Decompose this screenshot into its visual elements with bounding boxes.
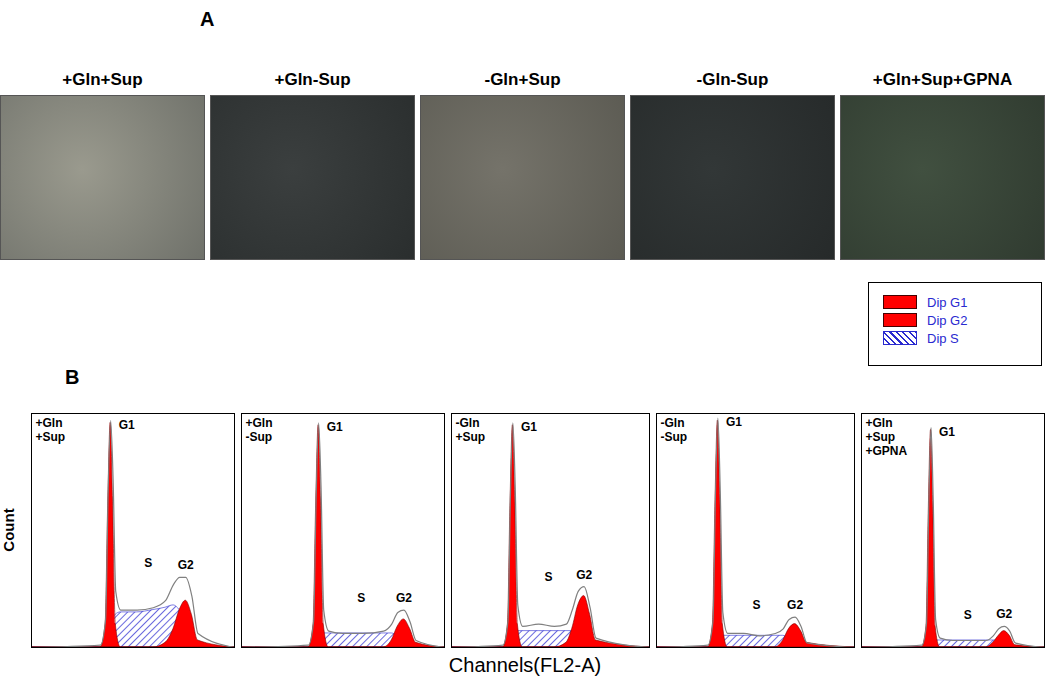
html-text:-Gln+Sup: -Gln+Sup — [484, 70, 561, 89]
svg-text:S: S — [964, 608, 972, 622]
svg-text:S: S — [545, 570, 553, 584]
svg-text:+Gln-Sup: +Gln-Sup — [246, 416, 273, 444]
html-text:Count: Count — [0, 508, 17, 552]
svg-text:S: S — [144, 556, 152, 570]
svg-text:+Gln+Sup: +Gln+Sup — [36, 416, 66, 444]
svg-text:S: S — [752, 598, 760, 612]
html-text:Dip G2: Dip G2 — [927, 312, 968, 328]
html-text:+Gln+Sup: +Gln+Sup — [62, 70, 143, 89]
html-text:Dip S: Dip S — [927, 330, 959, 346]
svg-text:G1: G1 — [119, 418, 135, 432]
svg-text:+Gln+Sup+GPNA: +Gln+Sup+GPNA — [866, 416, 908, 458]
svg-text:G2: G2 — [996, 607, 1012, 621]
svg-text:S: S — [357, 591, 365, 605]
svg-text:G1: G1 — [939, 425, 955, 439]
html-text:+Gln-Sup: +Gln-Sup — [274, 70, 351, 89]
html-text:A: A — [200, 8, 215, 30]
svg-text:-Gln+Sup: -Gln+Sup — [456, 416, 486, 444]
svg-text:G2: G2 — [396, 591, 412, 605]
svg-text:G1: G1 — [327, 420, 343, 434]
svg-text:G2: G2 — [576, 568, 592, 582]
html-text:-Gln-Sup: -Gln-Sup — [696, 70, 769, 89]
html-text:Channels(FL2-A): Channels(FL2-A) — [448, 654, 602, 676]
svg-text:G1: G1 — [726, 415, 742, 429]
html-text:Dip G1: Dip G1 — [927, 294, 968, 310]
svg-text:G2: G2 — [787, 598, 803, 612]
svg-text:G1: G1 — [521, 420, 537, 434]
svg-text:-Gln-Sup: -Gln-Sup — [661, 416, 688, 444]
html-text:B: B — [65, 366, 80, 388]
html-text:+Gln+Sup+GPNA: +Gln+Sup+GPNA — [872, 70, 1013, 89]
svg-text:G2: G2 — [178, 558, 194, 572]
